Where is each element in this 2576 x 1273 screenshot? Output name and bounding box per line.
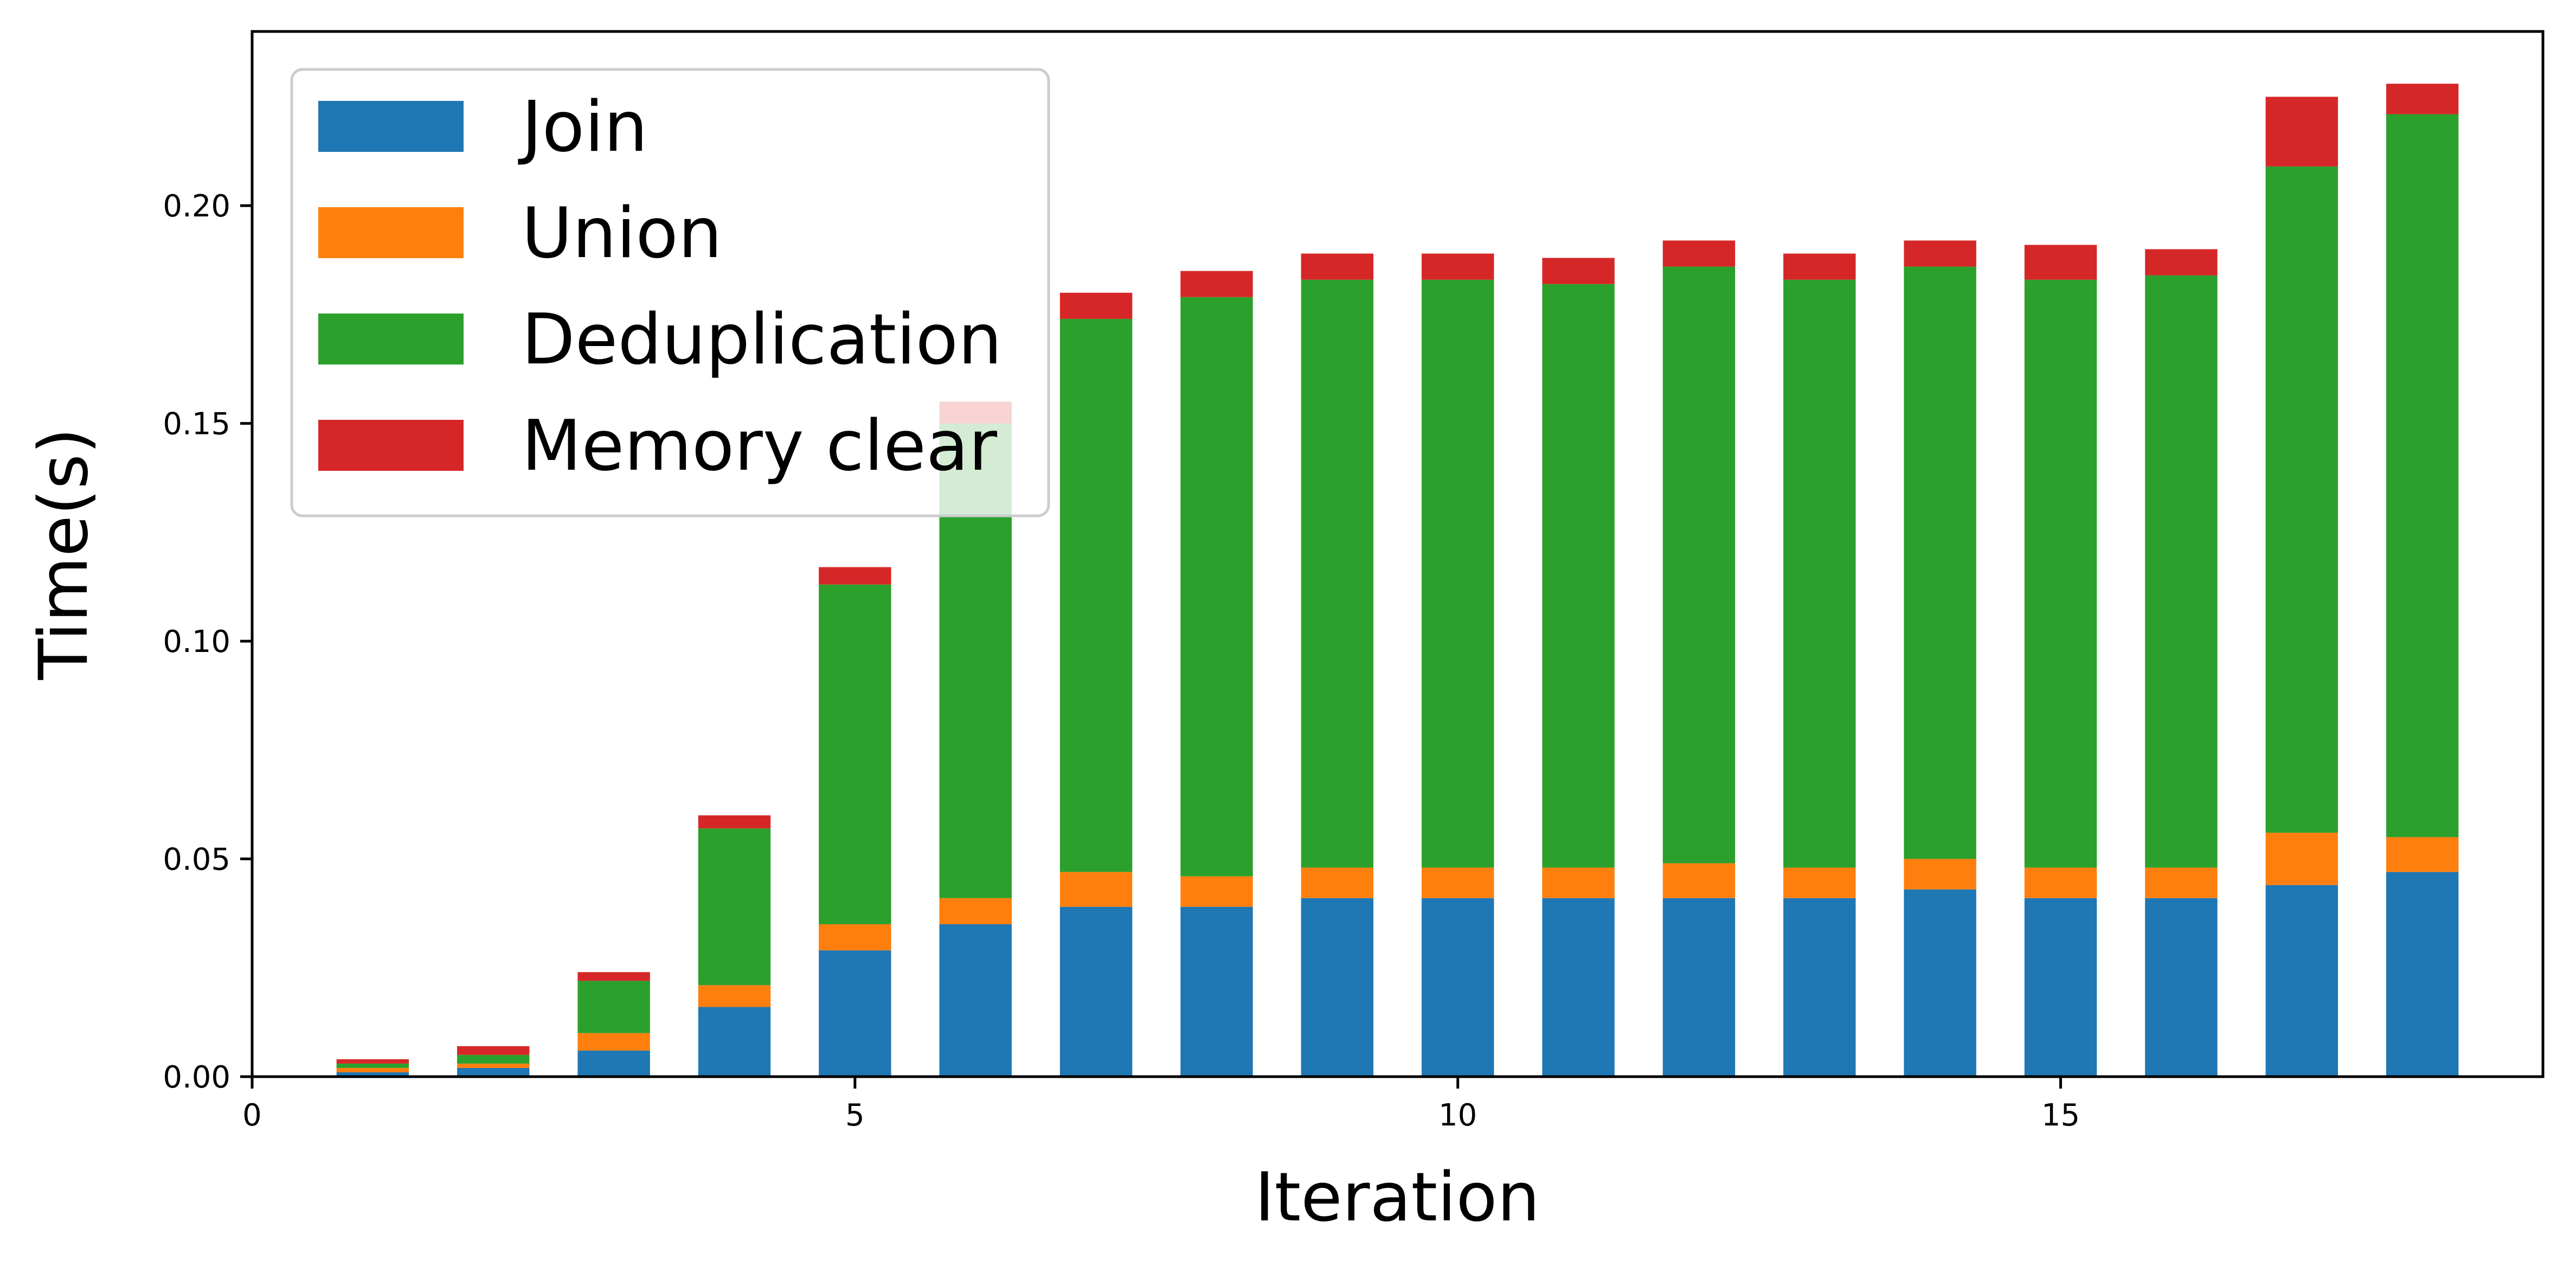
- bar-deduplication-iteration-14: [1904, 266, 1976, 859]
- plot-area-frame: [250, 30, 2545, 1078]
- bar-union-iteration-11: [1542, 867, 1615, 898]
- legend-label-memory-clear: Memory clear: [522, 406, 997, 487]
- bar-join-iteration-13: [1783, 898, 1856, 1077]
- bar-join-iteration-17: [2265, 885, 2338, 1077]
- bar-memory-clear-iteration-10: [1421, 253, 1494, 280]
- bar-deduplication-iteration-18: [2386, 114, 2459, 837]
- bar-deduplication-iteration-16: [2145, 275, 2218, 868]
- y-tick-label: 0.20: [163, 189, 230, 224]
- bar-union-iteration-16: [2145, 867, 2218, 898]
- bar-join-iteration-11: [1542, 898, 1615, 1077]
- bar-memory-clear-iteration-9: [1301, 253, 1374, 280]
- bar-deduplication-iteration-1: [336, 1063, 409, 1068]
- bar-join-iteration-14: [1904, 889, 1976, 1077]
- bar-union-iteration-2: [457, 1063, 530, 1068]
- bar-deduplication-iteration-7: [1059, 318, 1133, 872]
- bar-memory-clear-iteration-17: [2265, 97, 2338, 167]
- bar-union-iteration-17: [2265, 833, 2338, 885]
- bar-deduplication-iteration-9: [1301, 279, 1374, 868]
- bar-memory-clear-iteration-4: [698, 815, 771, 829]
- bar-join-iteration-4: [698, 1007, 771, 1077]
- bar-join-iteration-12: [1662, 898, 1736, 1077]
- legend-box: [290, 68, 1050, 517]
- bar-union-iteration-7: [1059, 872, 1133, 907]
- bar-memory-clear-iteration-15: [2024, 245, 2097, 280]
- bar-memory-clear-iteration-13: [1783, 253, 1856, 280]
- bar-memory-clear-iteration-7: [1059, 292, 1133, 319]
- bar-memory-clear-iteration-18: [2386, 84, 2459, 114]
- bar-deduplication-iteration-17: [2265, 166, 2338, 833]
- bar-union-iteration-13: [1783, 867, 1856, 898]
- y-tick-label: 0.10: [163, 624, 230, 660]
- legend-swatch-memory-clear: [318, 420, 464, 471]
- bar-deduplication-iteration-10: [1421, 279, 1494, 868]
- bar-join-iteration-16: [2145, 898, 2218, 1077]
- bar-memory-clear-iteration-2: [457, 1046, 530, 1055]
- legend: Join Union Deduplication Memory clear: [290, 68, 1050, 517]
- bars-layer: [336, 84, 2459, 1077]
- bar-join-iteration-10: [1421, 898, 1494, 1077]
- legend-label-join: Join: [518, 87, 648, 168]
- bar-union-iteration-10: [1421, 867, 1494, 898]
- bar-deduplication-iteration-8: [1180, 297, 1253, 877]
- bar-join-iteration-18: [2386, 872, 2459, 1077]
- x-tick-label: 15: [2041, 1098, 2080, 1133]
- bar-join-iteration-2: [457, 1067, 530, 1077]
- bar-union-iteration-15: [2024, 867, 2097, 898]
- bar-memory-clear-iteration-14: [1904, 240, 1976, 267]
- bar-union-iteration-8: [1180, 876, 1253, 907]
- bar-union-iteration-1: [336, 1067, 409, 1072]
- bar-union-iteration-12: [1662, 863, 1736, 898]
- legend-swatch-deduplication: [318, 314, 464, 364]
- legend-swatch-union: [318, 207, 464, 258]
- x-tick-label: 5: [845, 1098, 865, 1133]
- bar-union-iteration-9: [1301, 867, 1374, 898]
- y-tick-label: 0.15: [163, 407, 230, 442]
- bar-join-iteration-3: [577, 1050, 650, 1077]
- legend-swatch-join: [318, 101, 464, 152]
- bar-memory-clear-iteration-1: [336, 1059, 409, 1064]
- bar-memory-clear-iteration-5: [819, 567, 891, 585]
- y-tick-label: 0.00: [163, 1060, 230, 1095]
- bar-deduplication-iteration-4: [698, 828, 771, 986]
- x-axis-title: Iteration: [1255, 1159, 1540, 1237]
- bar-join-iteration-7: [1059, 906, 1133, 1077]
- bar-deduplication-iteration-15: [2024, 279, 2097, 868]
- x-tick-label: 0: [242, 1098, 262, 1133]
- bar-union-iteration-18: [2386, 837, 2459, 872]
- y-tick-label: 0.05: [163, 842, 230, 878]
- bar-memory-clear-iteration-11: [1542, 258, 1615, 284]
- legend-label-deduplication: Deduplication: [522, 299, 1002, 380]
- bar-memory-clear-iteration-8: [1180, 271, 1253, 297]
- x-tick-label: 10: [1438, 1098, 1477, 1133]
- y-axis-ticks: 0.00 0.05 0.10 0.15 0.20: [163, 189, 252, 1095]
- legend-label-union: Union: [522, 193, 722, 274]
- bar-deduplication-iteration-13: [1783, 279, 1856, 868]
- bar-join-iteration-5: [819, 950, 891, 1077]
- y-axis-title: Time(s): [25, 428, 103, 681]
- bar-deduplication-iteration-12: [1662, 266, 1736, 863]
- bar-deduplication-iteration-5: [819, 584, 891, 924]
- bar-union-iteration-14: [1904, 859, 1976, 890]
- bar-join-iteration-9: [1301, 898, 1374, 1077]
- bar-deduplication-iteration-2: [457, 1054, 530, 1064]
- bar-join-iteration-15: [2024, 898, 2097, 1077]
- bar-join-iteration-6: [939, 924, 1012, 1077]
- bar-deduplication-iteration-3: [577, 981, 650, 1033]
- bar-union-iteration-3: [577, 1033, 650, 1051]
- bar-join-iteration-1: [336, 1072, 409, 1077]
- bar-union-iteration-6: [939, 898, 1012, 924]
- bar-deduplication-iteration-11: [1542, 284, 1615, 868]
- bar-memory-clear-iteration-16: [2145, 249, 2218, 276]
- bar-union-iteration-4: [698, 985, 771, 1007]
- bar-memory-clear-iteration-3: [577, 972, 650, 981]
- legend-items: Join Union Deduplication Memory clear: [318, 87, 1002, 487]
- bar-memory-clear-iteration-12: [1662, 240, 1736, 267]
- x-axis-ticks: 0 5 10 15: [242, 1077, 2080, 1133]
- bar-join-iteration-8: [1180, 906, 1253, 1077]
- bar-union-iteration-5: [819, 924, 891, 951]
